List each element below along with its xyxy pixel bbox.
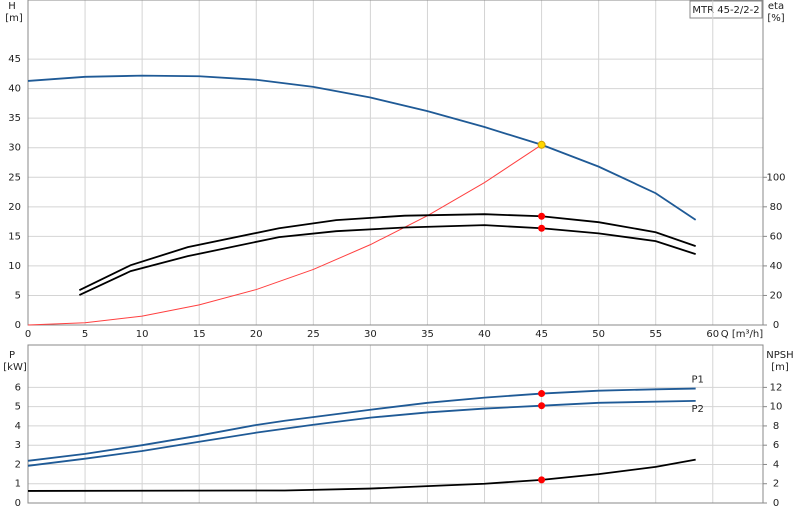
y-tick-label: 0 (15, 320, 21, 331)
y2-tick-label: 40 (770, 261, 783, 272)
curve (27, 458, 696, 492)
y-tick-label: 4 (15, 421, 21, 432)
y2-tick-label: 0 (773, 320, 779, 331)
y-tick-label: 20 (8, 202, 21, 213)
y2-axis-label: NPSH (766, 350, 793, 361)
duty-point (538, 402, 546, 410)
y-tick-label: 5 (15, 290, 21, 301)
y-tick-label: 40 (8, 84, 21, 95)
y-tick-label: 15 (8, 231, 21, 242)
y2-tick-label: 8 (773, 421, 779, 432)
curve (78, 224, 696, 296)
x-tick-label: 10 (136, 329, 149, 340)
y-tick-label: 5 (15, 402, 21, 413)
plot-frame (27, 0, 764, 326)
x-axis-label: Q [m³/h] (721, 329, 763, 340)
y-tick-label: 10 (8, 261, 21, 272)
y-axis-label: P (9, 350, 15, 361)
y-axis-label: H (8, 1, 16, 12)
y2-tick-label: 100 (766, 172, 785, 183)
curve (78, 213, 696, 291)
duty-point (538, 390, 546, 398)
y2-tick-label: 6 (773, 440, 779, 451)
curve (27, 74, 697, 221)
y-tick-label: 1 (15, 479, 21, 490)
y2-tick-label: 4 (773, 459, 779, 470)
x-tick-label: 25 (307, 329, 320, 340)
y-tick-label: 0 (15, 498, 21, 509)
x-tick-label: 50 (592, 329, 605, 340)
y2-axis-unit: [%] (767, 13, 784, 24)
y-tick-label: 30 (8, 143, 21, 154)
curve (27, 399, 696, 467)
chart-title: MTR 45-2/2-2 (692, 5, 759, 16)
y-tick-label: 25 (8, 172, 21, 183)
x-tick-label: 45 (535, 329, 548, 340)
plot-frame (27, 344, 764, 504)
y-axis-unit: [kW] (3, 362, 27, 373)
duty-point (538, 476, 546, 484)
title-box (689, 0, 763, 19)
x-tick-label: 30 (364, 329, 377, 340)
y2-tick-label: 80 (770, 202, 783, 213)
x-tick-label: 40 (478, 329, 491, 340)
duty-point (537, 140, 546, 149)
series-label: P1 (691, 375, 703, 386)
x-tick-label: 20 (250, 329, 263, 340)
series-label: P2 (691, 404, 703, 415)
y-tick-label: 2 (15, 459, 21, 470)
y2-axis-unit: [m] (771, 362, 789, 373)
x-tick-label: 5 (82, 329, 88, 340)
y2-tick-label: 12 (770, 382, 783, 393)
x-tick-label: 0 (25, 329, 31, 340)
y2-tick-label: 20 (770, 290, 783, 301)
y2-tick-label: 60 (770, 231, 783, 242)
y2-axis-label: eta (768, 1, 784, 12)
x-tick-label: 60 (706, 329, 719, 340)
y-tick-label: 35 (8, 113, 21, 124)
y-axis-unit: [m] (5, 13, 23, 24)
y-tick-label: 45 (8, 54, 21, 65)
x-tick-label: 55 (649, 329, 662, 340)
duty-point (538, 224, 546, 232)
y-tick-label: 6 (15, 382, 21, 393)
x-tick-label: 15 (193, 329, 206, 340)
y2-tick-label: 2 (773, 479, 779, 490)
x-tick-label: 35 (421, 329, 434, 340)
curve (27, 144, 542, 326)
y2-tick-label: 0 (773, 498, 779, 509)
duty-point (538, 212, 546, 220)
y2-tick-label: 10 (770, 402, 783, 413)
y-tick-label: 3 (15, 440, 21, 451)
curve (27, 387, 696, 462)
